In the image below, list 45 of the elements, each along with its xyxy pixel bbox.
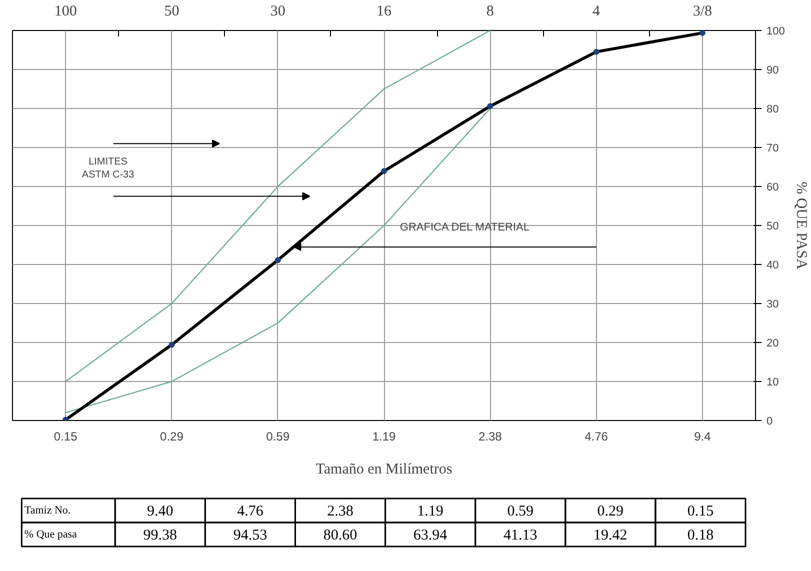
text: 41.13 [503, 528, 538, 544]
text: 9.40 [147, 504, 174, 520]
y-tick-label: 90 [766, 64, 779, 76]
text: 0.59 [507, 504, 534, 520]
text: 1.19 [417, 504, 444, 520]
x-tick-label: 0.15 [54, 430, 78, 444]
text: 0.29 [597, 504, 624, 520]
y-tick-label: 0 [766, 416, 773, 428]
text: 0.15 [687, 504, 714, 520]
x-tick-label: 2.38 [478, 430, 502, 444]
text: 99.38 [143, 528, 178, 544]
x-axis-title: Tamaño en Milímetros [316, 462, 452, 478]
text: 80.60 [323, 528, 358, 544]
x-tick-label: 0.59 [266, 430, 290, 444]
x-tick-label: 9.4 [694, 430, 712, 444]
y-tick-label: 80 [766, 104, 779, 116]
y-tick-label: 30 [766, 298, 779, 310]
x-tick-label: 1.19 [372, 430, 396, 444]
text: Tamiz No. [24, 504, 71, 516]
text: 4 [592, 4, 601, 20]
text: 2.38 [327, 504, 354, 520]
text: 30 [270, 4, 286, 20]
x-tick-label: 4.76 [584, 430, 608, 444]
text: 50 [164, 4, 180, 20]
text: 94.53 [233, 528, 268, 544]
x-tick-label: 0.29 [160, 430, 184, 444]
text: 0.18 [687, 528, 714, 544]
y-tick-label: 100 [766, 26, 785, 38]
text: 16 [376, 4, 392, 20]
y-tick-label: 50 [766, 220, 779, 232]
y-tick-label: 60 [766, 182, 779, 194]
text: 63.94 [413, 528, 448, 544]
text: % Que pasa [24, 528, 78, 540]
y-tick-label: 10 [766, 376, 779, 388]
text: 4.76 [237, 504, 264, 520]
text: 19.42 [594, 528, 628, 544]
y-tick-label: 70 [766, 142, 779, 154]
text: 8 [486, 4, 494, 20]
y-tick-label: 40 [766, 260, 779, 272]
annotation: GRAFICA DEL MATERIAL [400, 221, 530, 234]
annotation: LIMITES ASTM C-33 [82, 156, 135, 181]
y-tick-label: 20 [766, 338, 779, 350]
text: 3/8 [692, 4, 712, 20]
y-axis-title: % QUE PASA [792, 182, 809, 270]
text: 100 [54, 4, 77, 20]
